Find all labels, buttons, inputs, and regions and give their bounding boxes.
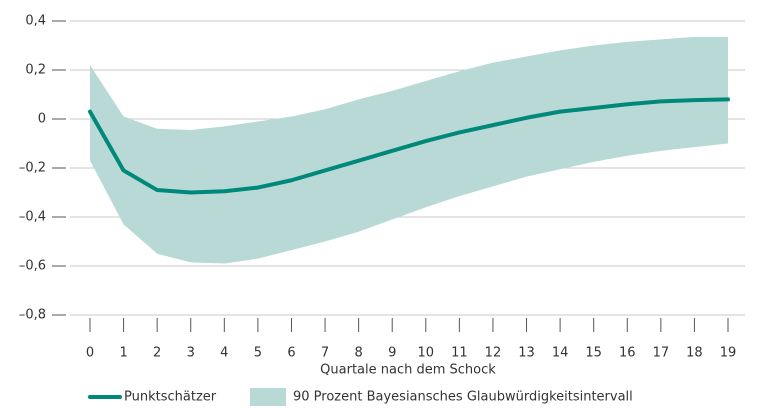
x-tick-label: 14: [552, 346, 569, 361]
y-tick-label: 0,4: [25, 14, 46, 29]
x-tick-label: 1: [119, 346, 127, 361]
x-tick-label: 9: [388, 346, 396, 361]
legend-label: Punktschätzer: [124, 390, 217, 405]
x-tick-label: 19: [720, 346, 737, 361]
legend-label: 90 Prozent Bayesiansches Glaubwürdigkeit…: [293, 390, 633, 405]
confidence-band: [90, 36, 728, 264]
x-tick-label: 11: [451, 346, 468, 361]
x-tick-label: 3: [187, 346, 195, 361]
y-tick-label: –0,4: [19, 210, 46, 225]
x-tick-label: 17: [653, 346, 670, 361]
x-tick-label: 7: [321, 346, 329, 361]
x-tick-label: 2: [153, 346, 161, 361]
x-tick-label: 16: [619, 346, 636, 361]
y-tick-label: –0,2: [19, 161, 46, 176]
x-tick-label: 0: [86, 346, 94, 361]
x-tick-label: 10: [418, 346, 435, 361]
x-tick-label: 6: [287, 346, 295, 361]
y-tick-label: –0,8: [19, 308, 46, 323]
x-tick-label: 13: [518, 346, 535, 361]
legend-swatch: [250, 388, 286, 406]
x-axis-label: Quartale nach dem Schock: [320, 363, 496, 378]
y-tick-label: 0: [38, 112, 46, 127]
x-tick-label: 12: [485, 346, 502, 361]
line: [88, 97, 730, 195]
x-tick-label: 15: [585, 346, 602, 361]
x-tick-label: 8: [354, 346, 362, 361]
y-tick-label: –0,6: [19, 259, 46, 274]
x-tick-label: 5: [254, 346, 262, 361]
x-tick-label: 4: [220, 346, 228, 361]
x-tick-label: 18: [686, 346, 703, 361]
y-tick-label: 0,2: [25, 63, 46, 78]
